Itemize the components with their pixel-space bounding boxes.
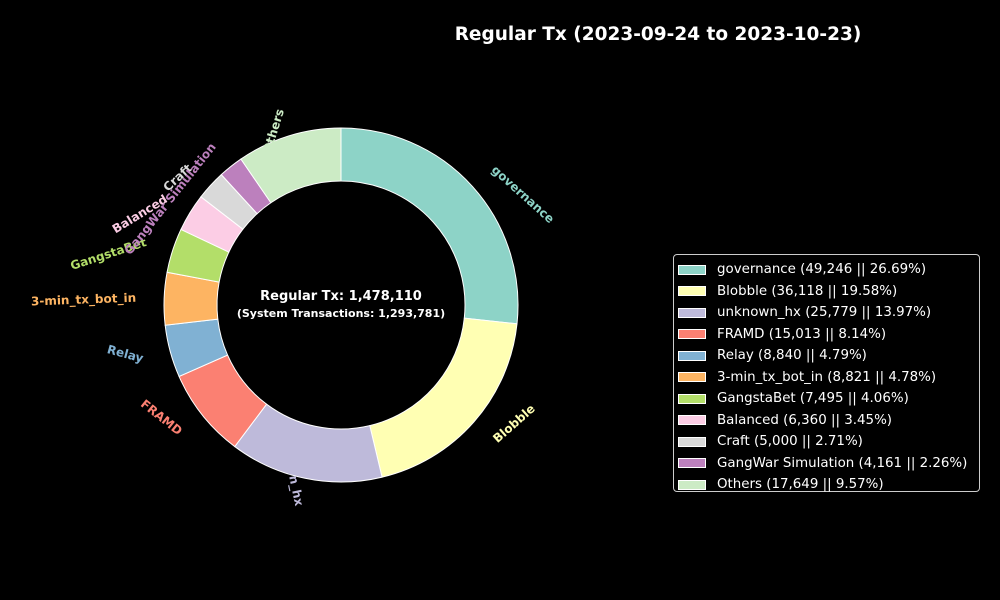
slice-label-4: Relay: [106, 342, 146, 365]
legend-label: Blobble (36,118 || 19.58%): [717, 283, 898, 299]
legend-swatch: [678, 307, 706, 318]
legend-label: 3-min_tx_bot_in (8,821 || 4.78%): [717, 369, 937, 385]
legend-entry: Relay (8,840 || 4.79%): [678, 345, 979, 367]
donut-chart: governanceBlobbleunknown_hxFRAMDRelay3-m…: [31, 107, 557, 507]
center-total-label: Regular Tx: 1,478,110: [260, 289, 422, 304]
legend-label: unknown_hx (25,779 || 13.97%): [717, 305, 932, 321]
legend-entry: Balanced (6,360 || 3.45%): [678, 410, 979, 432]
legend-swatch: [678, 479, 706, 490]
legend-swatch: [678, 372, 706, 383]
legend-swatch: [678, 415, 706, 426]
legend-label: GangstaBet (7,495 || 4.06%): [717, 391, 909, 407]
legend-entry: FRAMD (15,013 || 8.14%): [678, 324, 979, 346]
chart-title: Regular Tx (2023-09-24 to 2023-10-23): [454, 24, 862, 45]
legend-label: governance (49,246 || 26.69%): [717, 262, 927, 278]
legend-label: Others (17,649 || 9.57%): [717, 477, 884, 493]
legend-entry: unknown_hx (25,779 || 13.97%): [678, 302, 979, 324]
legend-label: Balanced (6,360 || 3.45%): [717, 412, 893, 428]
legend-entry: GangstaBet (7,495 || 4.06%): [678, 388, 979, 410]
legend-swatch: [678, 350, 706, 361]
legend-swatch: [678, 458, 706, 469]
legend-swatch: [678, 286, 706, 297]
slice-label-1: Blobble: [490, 402, 537, 446]
legend-entry: Blobble (36,118 || 19.58%): [678, 281, 979, 303]
legend-entry: 3-min_tx_bot_in (8,821 || 4.78%): [678, 367, 979, 389]
legend-entry: GangWar Simulation (4,161 || 2.26%): [678, 453, 979, 475]
legend-swatch: [678, 264, 706, 275]
center-system-label: (System Transactions: 1,293,781): [237, 307, 445, 320]
legend-entry: governance (49,246 || 26.69%): [678, 259, 979, 281]
donut-slice-10: [240, 127, 342, 204]
legend-swatch: [678, 393, 706, 404]
slice-label-5: 3-min_tx_bot_in: [31, 291, 137, 310]
legend-swatch: [678, 436, 706, 447]
legend-entry: Craft (5,000 || 2.71%): [678, 431, 979, 453]
slice-label-3: FRAMD: [138, 397, 185, 438]
legend-swatch: [678, 329, 706, 340]
legend-label: FRAMD (15,013 || 8.14%): [717, 326, 887, 342]
donut-slice-1: [369, 317, 518, 478]
legend-label: GangWar Simulation (4,161 || 2.26%): [717, 455, 968, 471]
slice-label-0: governance: [489, 163, 557, 226]
legend-label: Craft (5,000 || 2.71%): [717, 434, 863, 450]
legend-label: Relay (8,840 || 4.79%): [717, 348, 867, 364]
legend-entry: Others (17,649 || 9.57%): [678, 474, 979, 496]
chart-legend: governance (49,246 || 26.69%) Blobble (36…: [673, 254, 980, 492]
